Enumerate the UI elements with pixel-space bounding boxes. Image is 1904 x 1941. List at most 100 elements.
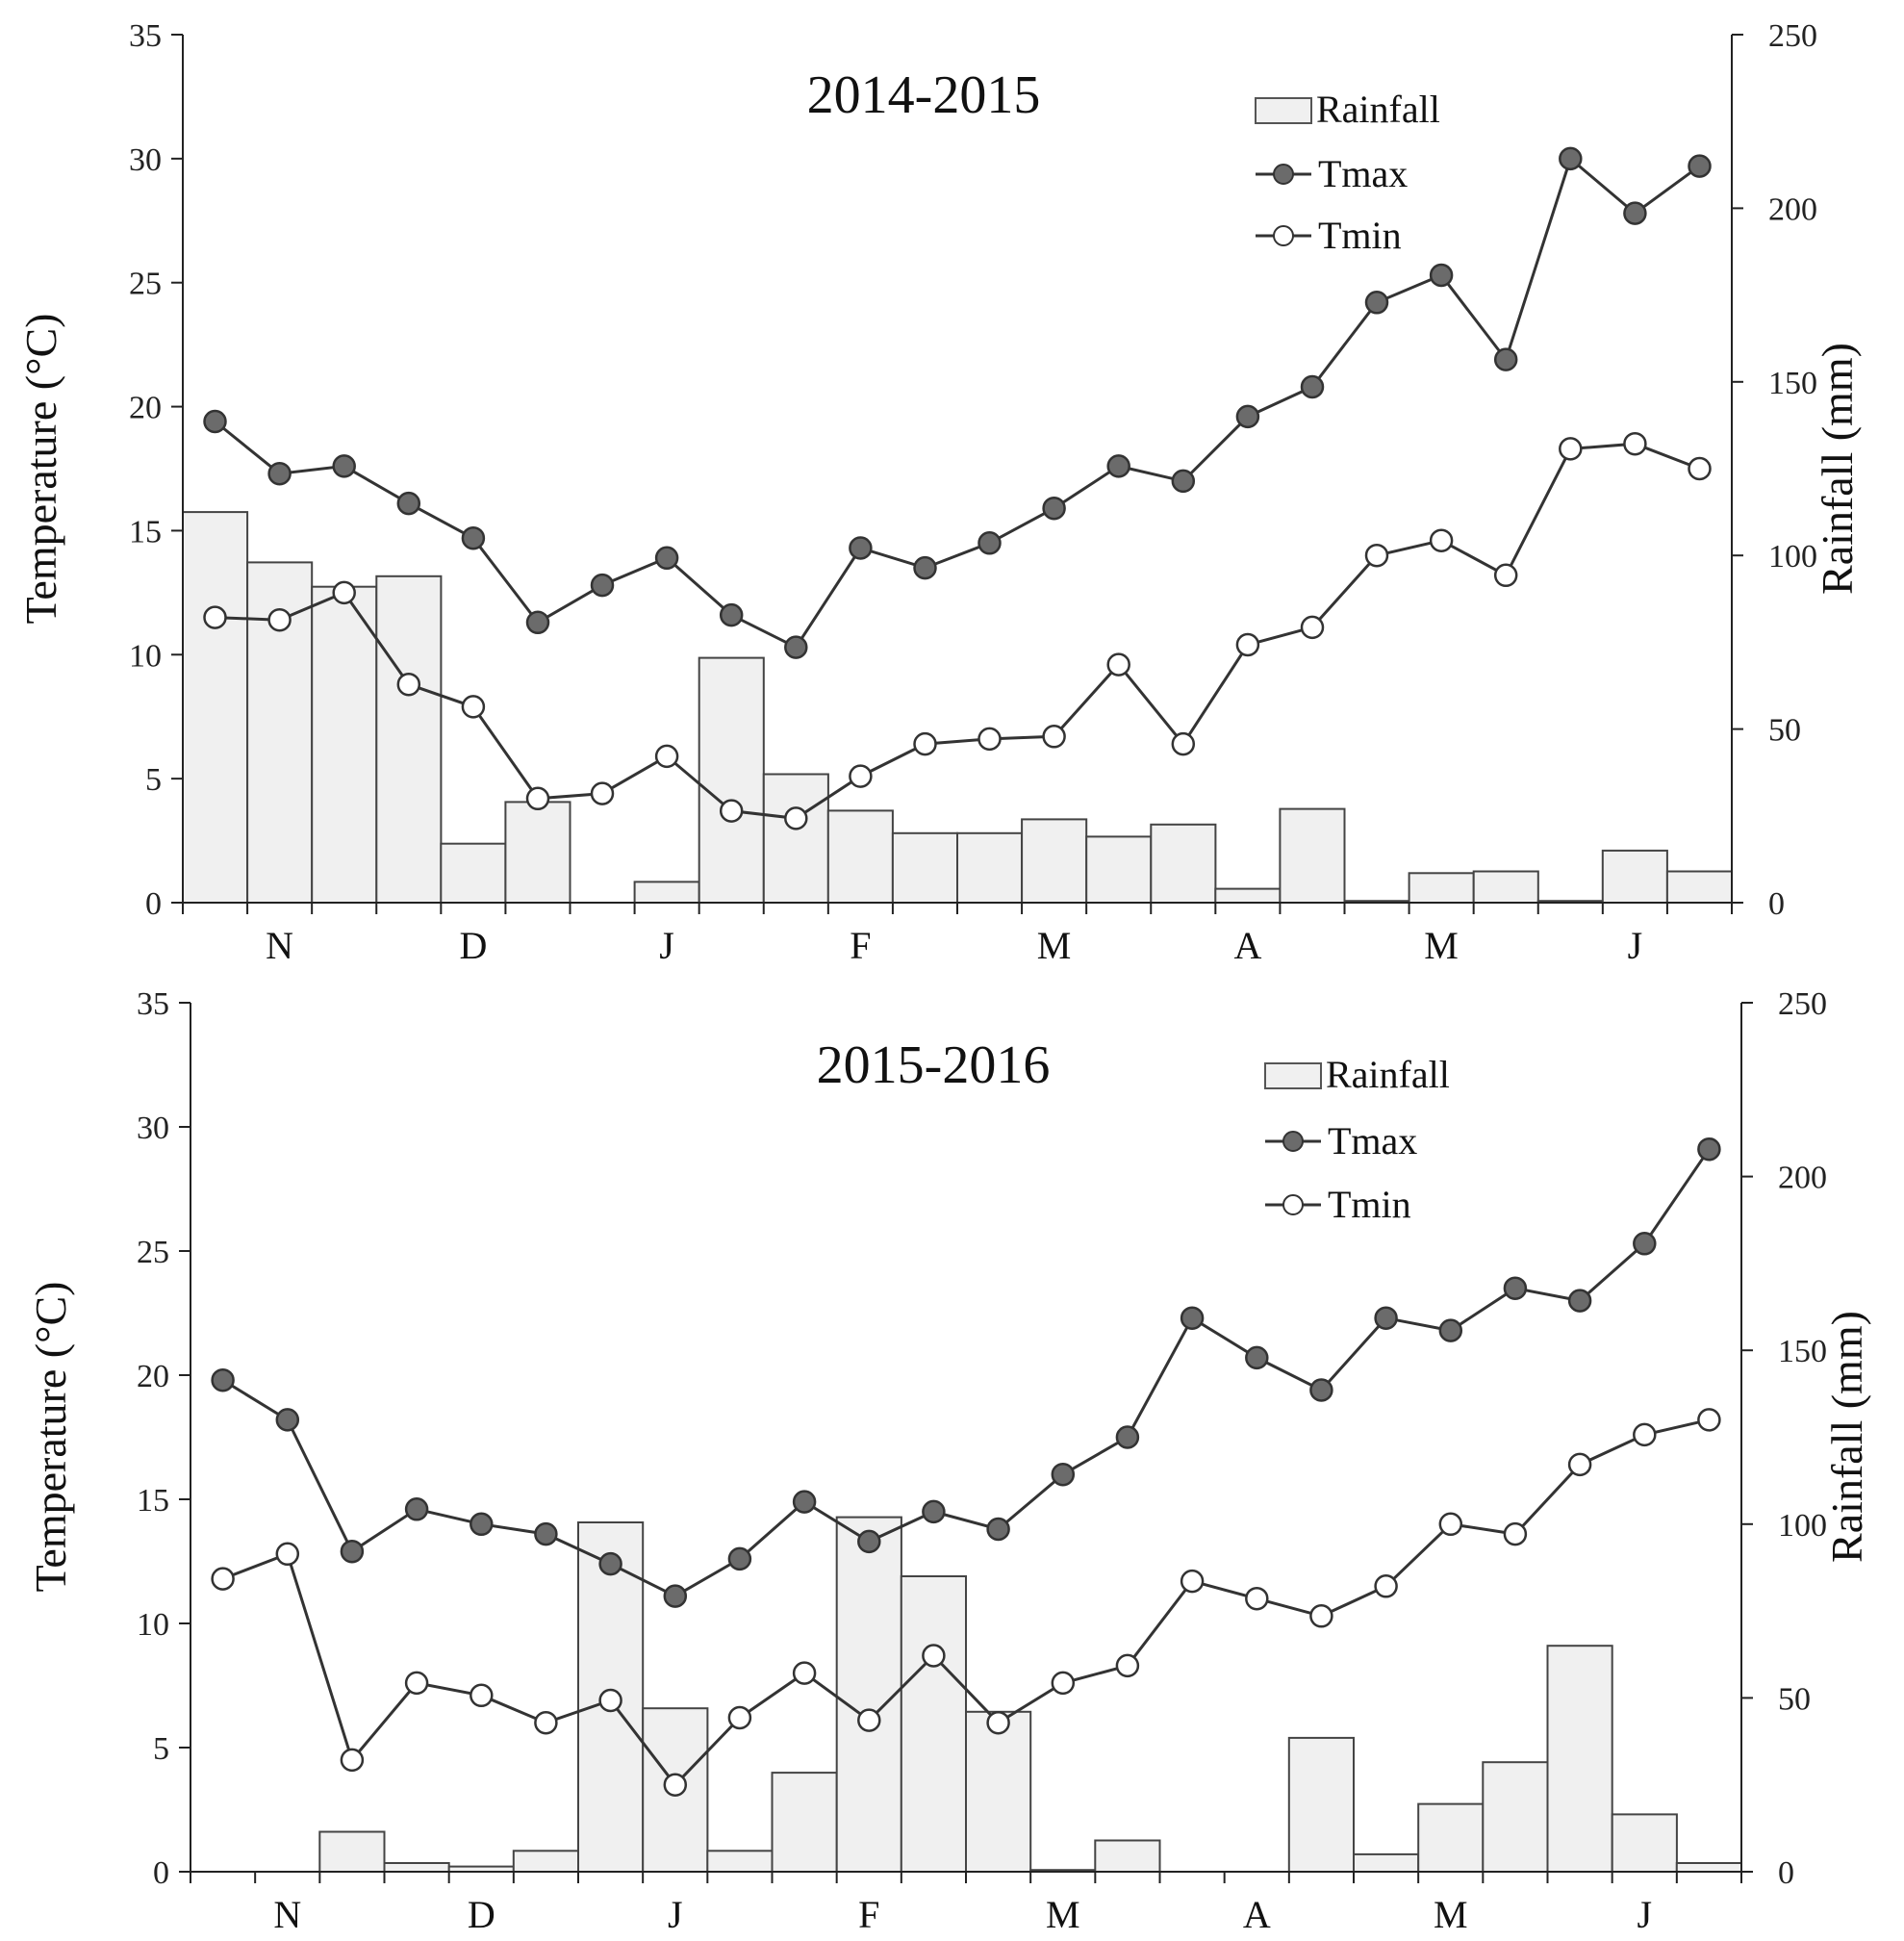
x-month-label: M (1046, 1893, 1080, 1936)
tmin-point (1115, 1653, 1140, 1678)
rainfall-bar (1665, 870, 1734, 904)
y-left-tick-label: 25 (129, 267, 162, 302)
y-left-tick-label: 25 (137, 1235, 169, 1270)
rainfall-bar (1472, 870, 1539, 904)
legend: Rainfall Tmax Tmin (1255, 88, 1440, 257)
y-left-tick-label: 0 (145, 886, 162, 922)
tmax-point (1493, 347, 1518, 371)
legend-rainfall-label: Rainfall (1326, 1053, 1450, 1096)
tmin-point (849, 764, 873, 788)
y-left-tick-label: 15 (129, 514, 162, 549)
tmax-point (1633, 1232, 1657, 1256)
tmin-point (857, 1708, 881, 1732)
x-month-label: M (1424, 924, 1459, 967)
rainfall-bar (965, 1710, 1032, 1874)
y-axis-left-title: Temperature (°C) (16, 314, 65, 625)
tmin-point (784, 806, 808, 830)
tmin-point (396, 672, 421, 697)
rainfall-bar (1601, 849, 1668, 905)
tmin-point (1429, 528, 1454, 552)
tmax-point (1503, 1276, 1528, 1300)
rainfall-bar (1408, 872, 1475, 904)
y-left-tick-label: 5 (145, 762, 162, 798)
legend: Rainfall Tmax Tmin (1264, 1053, 1450, 1226)
y-right-tick-label: 100 (1778, 1508, 1827, 1544)
rainfall-bar (504, 801, 571, 905)
tmax-point (598, 1551, 622, 1576)
tmax-point (1042, 496, 1066, 521)
legend-tmin-label: Tmin (1328, 1183, 1411, 1226)
tmin-point (470, 1683, 494, 1708)
x-month-label: F (858, 1893, 879, 1936)
tmin-point (922, 1644, 946, 1668)
legend-rainfall-swatch (1264, 1062, 1322, 1089)
x-month-label: J (668, 1893, 683, 1936)
rainfall-bar (1611, 1813, 1678, 1874)
x-month-label: D (459, 924, 487, 967)
tmin-point (275, 1542, 300, 1567)
tmin-point (1364, 543, 1389, 568)
tmin-point (1697, 1408, 1721, 1432)
tmin-point (534, 1710, 558, 1735)
legend-tmax-marker (1282, 1131, 1304, 1152)
y-left-tick-label: 20 (137, 1359, 169, 1394)
tmax-point (470, 1512, 494, 1537)
y-right-tick-label: 200 (1778, 1161, 1827, 1196)
tmin-point (590, 781, 615, 805)
y-right-tick-label: 150 (1778, 1334, 1827, 1369)
tmax-point (913, 555, 937, 580)
tmax-point (396, 491, 421, 516)
tmax-point (922, 1499, 946, 1524)
y-right-tick-label: 0 (1778, 1855, 1794, 1891)
rainfall-bar (633, 881, 700, 905)
tmax-point (1374, 1306, 1398, 1330)
rainfall-bar (1214, 887, 1282, 904)
legend-rainfall-label: Rainfall (1316, 88, 1440, 131)
rainfall-bar (835, 1516, 902, 1873)
rainfall-bar (1085, 835, 1153, 905)
x-month-label: J (1637, 1893, 1653, 1936)
rainfall-bar (1094, 1839, 1161, 1873)
tmin-point (211, 1567, 235, 1591)
chart-title: 2015-2016 (817, 1035, 1051, 1095)
legend-tmax-label: Tmax (1318, 152, 1408, 195)
tmax-point (404, 1497, 429, 1521)
tmin-point (727, 1705, 752, 1730)
tmax-point (1688, 154, 1712, 178)
tmin-point (340, 1748, 365, 1773)
tmin-point (654, 744, 679, 769)
tmin-point (332, 580, 356, 605)
x-month-label: M (1037, 924, 1072, 967)
y-left-tick-label: 10 (129, 638, 162, 674)
tmax-point (784, 635, 808, 659)
tmin-point (1245, 1586, 1269, 1611)
tmax-point (1309, 1378, 1333, 1402)
tmin-point (1633, 1422, 1657, 1447)
rainfall-bar (771, 1772, 838, 1873)
tmin-point (1180, 1569, 1205, 1594)
rainfall-bar (956, 831, 1024, 904)
tmax-point (719, 602, 744, 627)
tmax-point (1051, 1462, 1076, 1487)
x-month-label: J (1628, 924, 1643, 967)
tmin-point (203, 605, 227, 629)
tmax-point (275, 1408, 300, 1432)
rainfall-bar (318, 1830, 386, 1873)
tmax-point (1429, 263, 1454, 288)
tmax-point (1115, 1425, 1140, 1449)
y-right-tick-label: 250 (1778, 986, 1827, 1022)
x-month-label: J (659, 924, 674, 967)
chart-panel-2014-2015: 2014-2015 Temperature (°C) Rainfall (mm)… (16, 18, 1862, 967)
rainfall-bar (1021, 818, 1088, 905)
y-left-tick-label: 5 (153, 1731, 169, 1767)
y-right-tick-label: 50 (1768, 713, 1801, 749)
rainfall-bar (440, 842, 507, 905)
tmin-point (1171, 731, 1196, 756)
rainfall-bar (512, 1850, 579, 1874)
rainfall-bars (182, 511, 1734, 905)
chart-panel-2015-2016: 2015-2016 Temperature (°C) Rainfall (mm)… (26, 986, 1871, 1936)
y-right-tick-label: 50 (1778, 1681, 1811, 1717)
tmin-point (1688, 456, 1712, 481)
rainfall-bar (1287, 1736, 1356, 1874)
